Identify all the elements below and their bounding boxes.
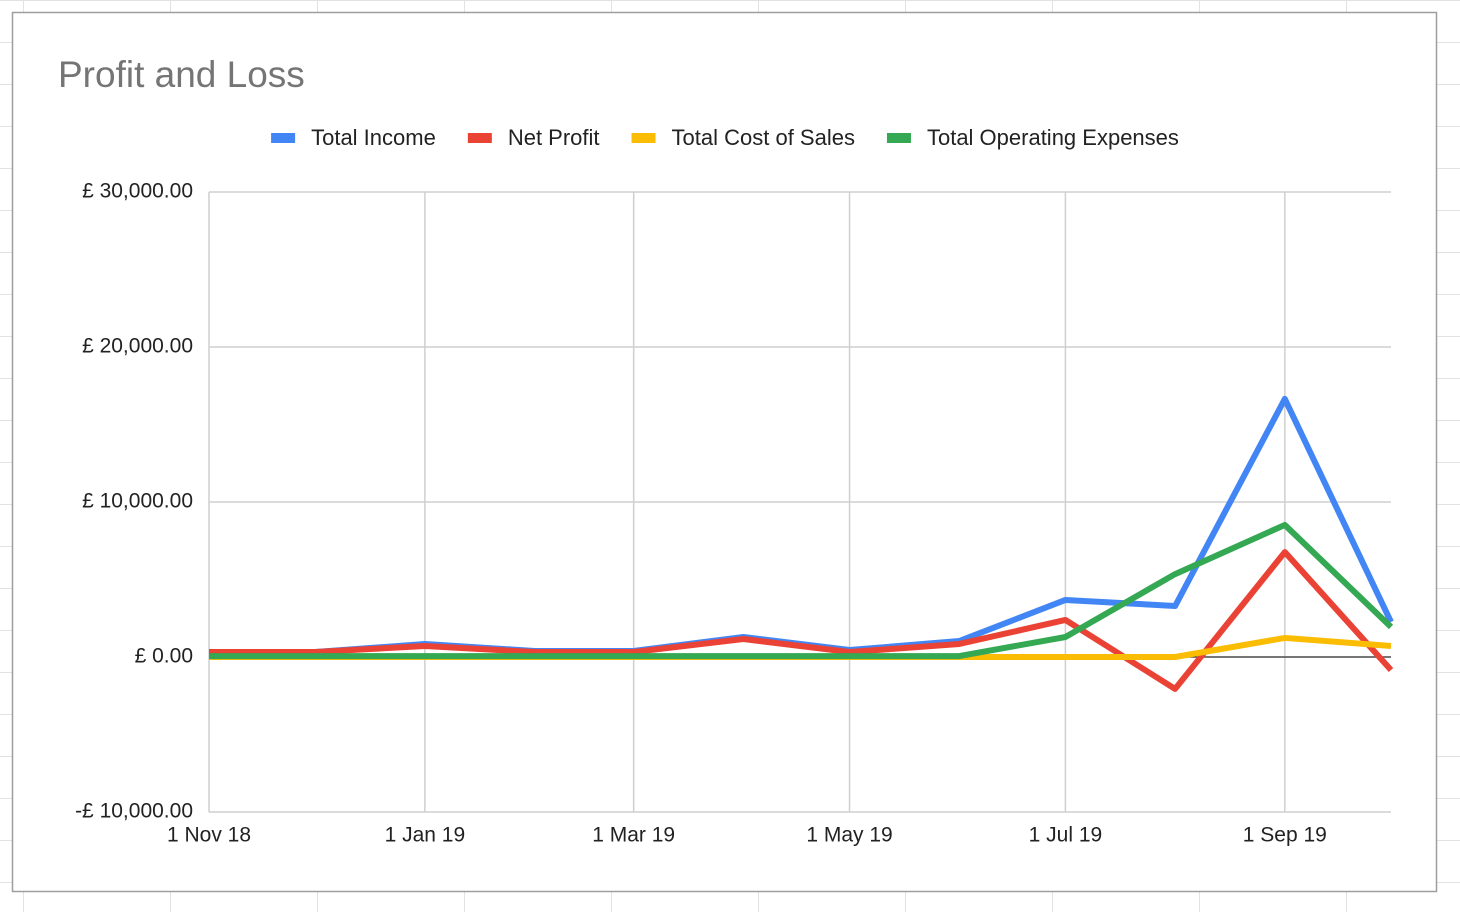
x-tick-label: 1 May 19	[806, 824, 892, 847]
legend: Total Income Net Profit Total Cost of Sale…	[271, 125, 1179, 150]
chart-title: Profit and Loss	[58, 54, 305, 95]
x-tick-label: 1 Sep 19	[1243, 824, 1327, 847]
x-tick-label: 1 Jan 19	[385, 824, 466, 847]
y-tick-label: -£ 10,000.00	[75, 800, 193, 823]
x-tick-label: 1 Jul 19	[1029, 824, 1103, 847]
legend-label: Total Income	[311, 125, 436, 150]
y-tick-label: £ 10,000.00	[82, 490, 193, 513]
y-tick-label: £ 0.00	[135, 645, 193, 668]
legend-swatch	[271, 133, 296, 143]
legend-label: Total Cost of Sales	[672, 125, 855, 150]
x-tick-label: 1 Nov 18	[167, 824, 251, 847]
legend-swatch	[631, 133, 656, 143]
legend-swatch	[886, 133, 911, 143]
series-line	[209, 549, 1394, 692]
x-tick-label: 1 Mar 19	[592, 824, 675, 847]
y-tick-label: £ 30,000.00	[82, 180, 193, 203]
legend-label: Net Profit	[508, 125, 600, 150]
y-tick-label: £ 20,000.00	[82, 335, 193, 358]
chart-frame	[11, 11, 1438, 893]
legend-swatch	[467, 133, 492, 143]
legend-label: Total Operating Expenses	[927, 125, 1179, 150]
series-line	[209, 521, 1394, 660]
